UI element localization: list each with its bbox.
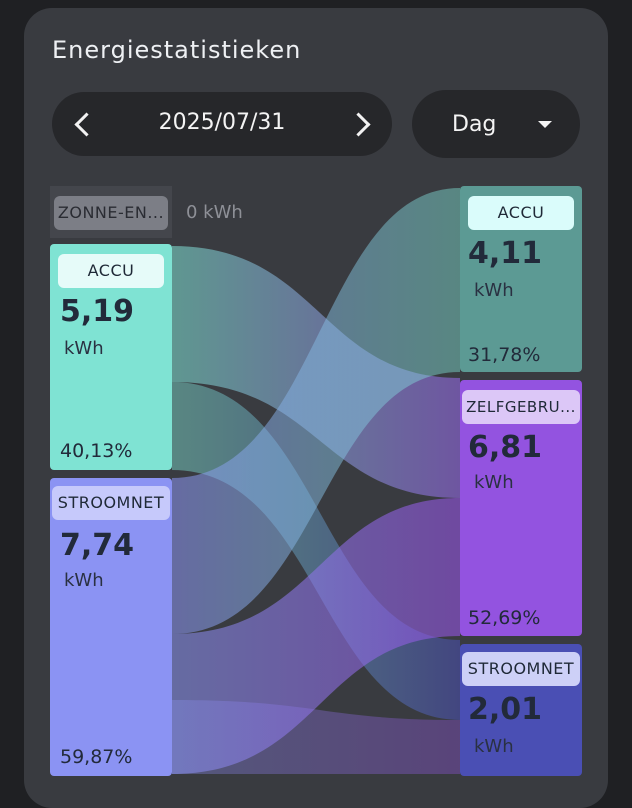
source-grid-percent: 59,87% [60, 746, 133, 768]
dest-grid-unit: kWh [474, 736, 514, 757]
period-dropdown[interactable] [412, 90, 580, 158]
flow-grid-to-grid [172, 700, 460, 774]
dest-battery-value: 4,11 [468, 236, 543, 271]
source-battery-node[interactable] [50, 244, 172, 470]
date-label: 2025/07/31 [158, 110, 286, 135]
source-solar-label: ZONNE-EN... [54, 196, 168, 230]
dest-selfuse-node[interactable] [460, 380, 582, 636]
flow-grid-to-battery [172, 188, 460, 634]
source-grid-unit: kWh [64, 570, 104, 591]
dest-battery-unit: kWh [474, 280, 514, 301]
source-grid-value: 7,74 [60, 528, 135, 563]
source-grid-node[interactable] [50, 478, 172, 776]
source-solar-value: 0 kWh [186, 202, 243, 223]
source-battery-percent: 40,13% [60, 440, 133, 462]
source-battery-value: 5,19 [60, 294, 135, 329]
dest-selfuse-value: 6,81 [468, 430, 543, 465]
date-selector [52, 92, 392, 156]
dest-selfuse-label: ZELFGEBRU... [462, 390, 580, 424]
source-battery-label: ACCU [58, 254, 164, 288]
dest-battery-label: ACCU [468, 196, 574, 230]
chevron-down-icon[interactable] [538, 121, 552, 128]
source-grid-label: STROOMNET [52, 486, 170, 520]
dest-selfuse-unit: kWh [474, 472, 514, 493]
page-title: Energiestatistieken [52, 36, 302, 64]
dest-grid-label: STROOMNET [462, 652, 580, 686]
dest-battery-percent: 31,78% [468, 344, 541, 366]
dest-battery-node[interactable] [460, 186, 582, 372]
dest-selfuse-percent: 52,69% [468, 607, 541, 629]
source-battery-unit: kWh [64, 338, 104, 359]
period-label: Dag [452, 112, 497, 137]
dest-grid-value: 2,01 [468, 692, 543, 727]
